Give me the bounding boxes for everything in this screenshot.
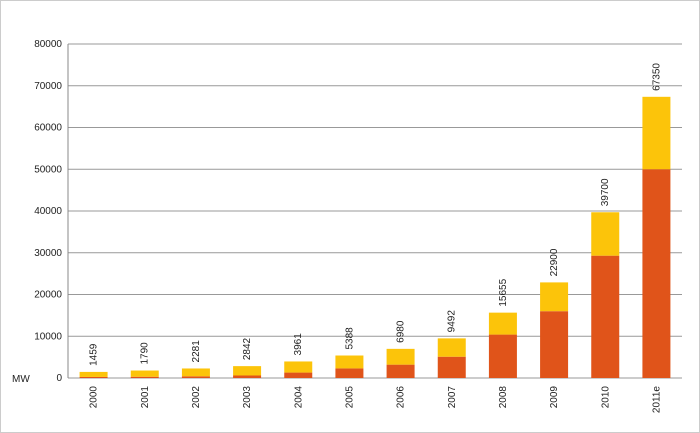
total-label: 67350 — [651, 63, 662, 91]
bar-segment — [335, 355, 364, 369]
x-tick-label: 2007 — [447, 386, 458, 409]
y-tick-label: 40000 — [34, 206, 62, 217]
y-tick-label: 60000 — [34, 123, 62, 134]
total-label: 3961 — [293, 333, 304, 356]
bar-segment — [284, 372, 313, 378]
bar-segment — [233, 375, 262, 378]
y-tick-label: 20000 — [34, 290, 62, 301]
x-tick-label: 2009 — [549, 386, 560, 409]
total-label: 5388 — [344, 327, 355, 350]
x-tick-label: 2005 — [344, 386, 355, 409]
bar-segment — [591, 255, 620, 378]
x-tick-label: 2002 — [191, 386, 202, 409]
y-tick-label: 0 — [56, 373, 62, 384]
bar-segment — [79, 376, 108, 378]
bar-segment — [233, 366, 262, 376]
total-label: 1459 — [89, 343, 100, 366]
bar-segment — [181, 368, 210, 377]
bar-segment — [386, 348, 415, 365]
total-label: 22900 — [549, 248, 560, 276]
bar-segment — [437, 338, 466, 357]
x-tick-label: 2008 — [498, 386, 509, 409]
total-label: 1790 — [140, 342, 151, 365]
bar-segment — [591, 212, 620, 256]
bar-segment — [540, 311, 569, 378]
y-tick-label: 80000 — [34, 39, 62, 50]
x-tick-label: 2010 — [600, 386, 611, 409]
y-tick-label: 30000 — [34, 248, 62, 259]
x-tick-label: 2003 — [242, 386, 253, 409]
bar-segment — [642, 169, 671, 378]
total-label: 39700 — [600, 178, 611, 206]
bar-segment — [540, 282, 569, 312]
x-tick-label: 2004 — [293, 386, 304, 409]
total-label: 2281 — [191, 340, 202, 363]
bar-segment — [386, 364, 415, 378]
x-tick-label: 2006 — [396, 386, 407, 409]
x-tick-label: 2000 — [89, 386, 100, 409]
bar-segment — [335, 368, 364, 378]
bar-segment — [284, 361, 313, 373]
x-tick-label: 2001 — [140, 386, 151, 409]
total-label: 9492 — [447, 310, 458, 333]
y-tick-label: 50000 — [34, 164, 62, 175]
bar-segment — [181, 376, 210, 378]
x-tick-label: 2011e — [651, 386, 662, 414]
bar-segment — [488, 312, 517, 335]
total-label: 15655 — [498, 278, 509, 306]
bar-segment — [130, 376, 159, 378]
y-tick-label: 10000 — [34, 331, 62, 342]
bar-segment — [642, 96, 671, 170]
bar-segment — [79, 371, 108, 377]
bar-segment — [130, 370, 159, 377]
y-axis-label: MW — [12, 374, 30, 385]
total-label: 2842 — [242, 337, 253, 360]
y-tick-label: 70000 — [34, 81, 62, 92]
bar-segment — [488, 334, 517, 378]
total-label: 6980 — [396, 320, 407, 343]
bar-segment — [437, 356, 466, 378]
